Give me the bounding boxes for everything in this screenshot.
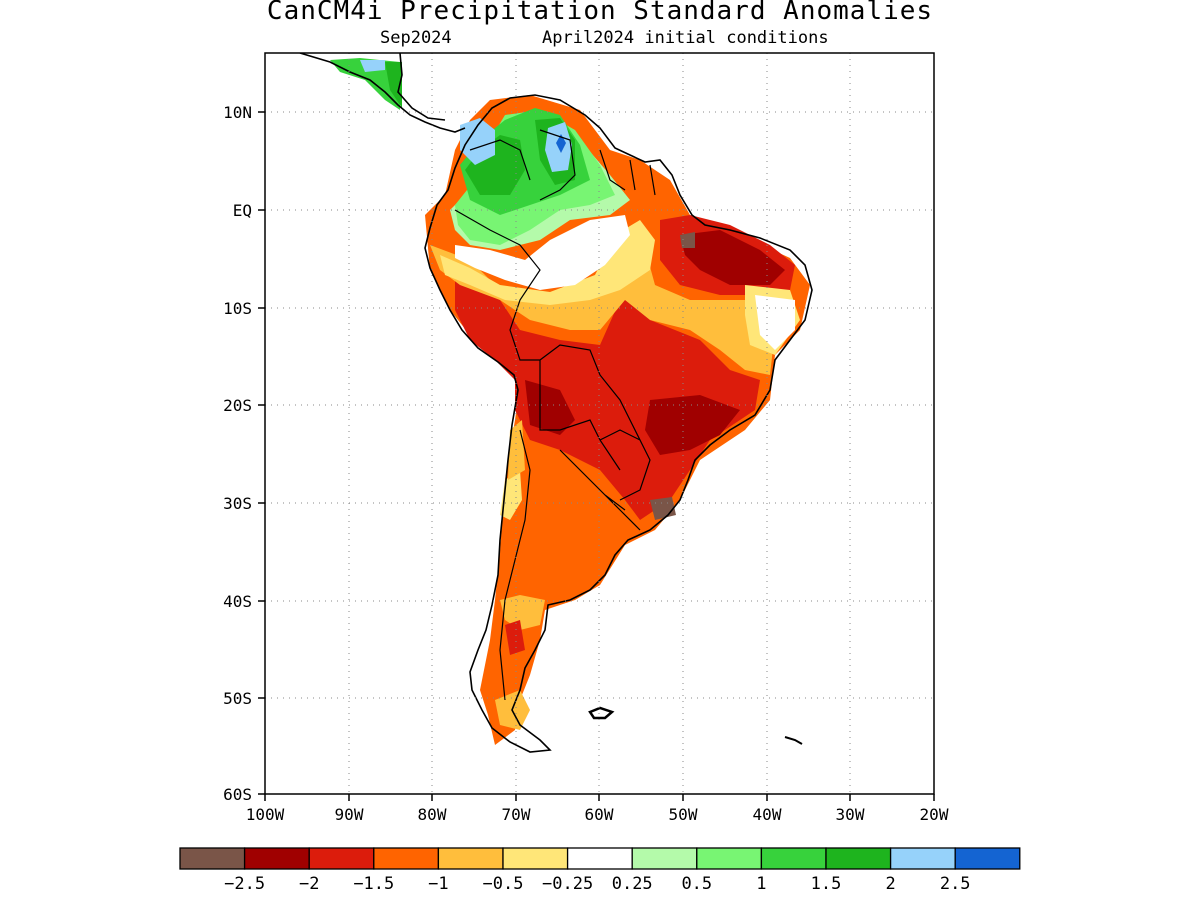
anomaly-region-red [455, 280, 760, 520]
falkland-islands [588, 706, 615, 720]
anomaly-region-chile-lightorange [508, 420, 525, 480]
anomaly-region-white-east [755, 295, 795, 350]
lon-tick-label: 20W [920, 805, 949, 824]
anomaly-region-blue [556, 134, 566, 153]
colorbar-swatch [825, 847, 892, 870]
valid-month: Sep2024 [380, 28, 452, 48]
lat-tick-label: 20S [223, 396, 252, 415]
colorbar-swatch [631, 847, 698, 870]
colorbar-label: −0.25 [542, 874, 593, 894]
colorbar-swatch [566, 847, 633, 870]
colorbar-label: 0.25 [612, 874, 653, 894]
lon-tick-label: 80W [418, 805, 447, 824]
colorbar-swatch [760, 847, 827, 870]
colorbar-label: 0.5 [681, 874, 712, 894]
central-america-coastline [299, 53, 466, 133]
lat-tick-label: 60S [223, 785, 252, 804]
colorbar-label: 1.5 [811, 874, 842, 894]
lon-tick-label: 70W [502, 805, 531, 824]
colorbar-label: −2.5 [224, 874, 265, 894]
border-lines [454, 129, 656, 701]
colorbar-swatch [243, 847, 310, 870]
lat-tick-label: 10N [223, 103, 252, 122]
anomaly-region-ca-darkgreen [385, 62, 402, 108]
lat-tick-label: 50S [223, 689, 252, 708]
lat-tick-label: 40S [223, 592, 252, 611]
lon-tick-label: 50W [669, 805, 698, 824]
anomaly-region-darkred-se [645, 395, 740, 455]
colorbar-label: 1 [756, 874, 766, 894]
colorbar-swatch [696, 847, 763, 870]
colorbar-swatch [889, 847, 956, 870]
colorbar-swatch [502, 847, 569, 870]
tick-marks [258, 111, 935, 801]
colorbar-label: 2.5 [940, 874, 971, 894]
anomaly-region-brown-ne [680, 232, 695, 248]
lon-tick-label: 30W [836, 805, 865, 824]
colorbar-swatch [437, 847, 504, 870]
lon-tick-label: 60W [585, 805, 614, 824]
anomaly-region-lightorange-south [500, 595, 545, 630]
lat-tick-label: 10S [223, 299, 252, 318]
central-america-caribbean [397, 53, 446, 121]
lon-tick-label: 40W [753, 805, 782, 824]
map-title: CanCM4i Precipitation Standard Anomalies [266, 0, 934, 26]
colorbar-label: −0.5 [483, 874, 524, 894]
lon-tick-label: 90W [335, 805, 364, 824]
colorbar-label: −1 [428, 874, 448, 894]
colorbar-swatch [954, 847, 1021, 870]
colorbar-swatch [179, 847, 246, 870]
anomaly-region-lightblue [460, 118, 495, 165]
colorbar-label: −1.5 [353, 874, 394, 894]
colorbar-swatch [373, 847, 440, 870]
coastline-layer [299, 53, 813, 753]
south-georgia [784, 736, 803, 745]
colorbar-label: −2 [299, 874, 319, 894]
initial-conditions: April2024 initial conditions [542, 28, 829, 48]
anomaly-region-patagonia-red [505, 620, 525, 655]
south-america-coastline [424, 94, 813, 753]
colorbar-swatch [308, 847, 375, 870]
anomaly-region-ca-lightblue [360, 60, 385, 72]
lat-tick-label: EQ [233, 201, 252, 220]
anomaly-region-lightorange [430, 230, 775, 375]
anomaly-field [330, 58, 810, 745]
anomaly-region-white [455, 215, 630, 290]
anomaly-region-darkred-chaco [525, 380, 575, 435]
anomaly-region-yellow [440, 220, 655, 305]
anomaly-region-darkred [680, 230, 785, 285]
lon-tick-label: 100W [246, 805, 285, 824]
lat-tick-label: 30S [223, 494, 252, 513]
colorbar-label: 2 [885, 874, 895, 894]
colorbar: −2.5 −2 −1.5 −1 −0.5 −0.25 0.25 0.5 1 1.5 2 2.5 [179, 847, 1021, 894]
